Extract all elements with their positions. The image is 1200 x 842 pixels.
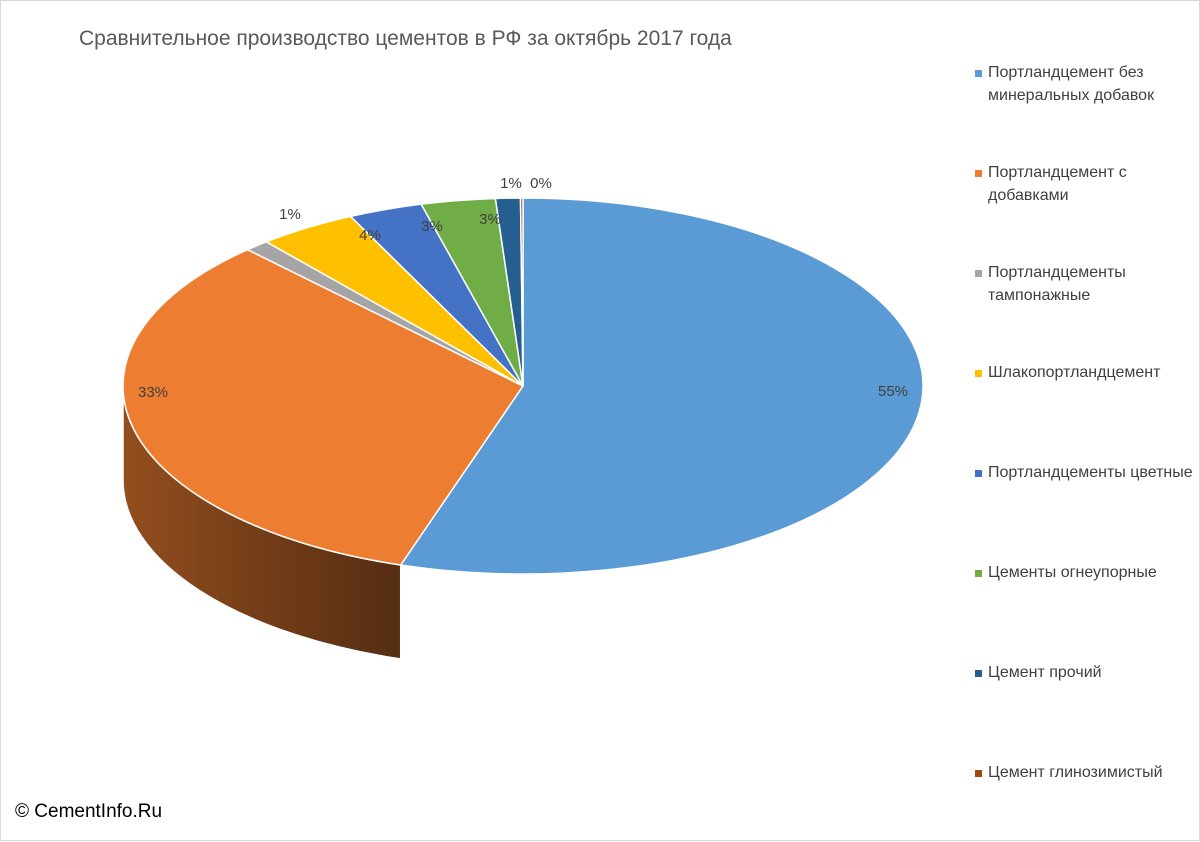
slice-6-data-label: 3%	[479, 211, 501, 228]
legend-item: Цементы огнеупорные	[975, 561, 1195, 584]
slice-1-top	[399, 197, 924, 575]
legend-label: Портландцемент с добавками	[988, 164, 1127, 204]
legend-label: Портландцементы тампонажные	[988, 264, 1126, 304]
legend-item: Портландцемент с добавками	[975, 161, 1195, 207]
slice-7-data-label: 1%	[500, 175, 522, 192]
legend-label: Портландцемент без минеральных добавок	[988, 64, 1155, 104]
legend-label: Цементы огнеупорные	[988, 564, 1157, 581]
legend-label: Шлакопортландцемент	[988, 364, 1161, 381]
chart-title: Сравнительное производство цементов в РФ…	[79, 27, 732, 50]
legend-label: Цемент прочий	[988, 664, 1102, 681]
legend-swatch	[975, 670, 982, 677]
legend-swatch	[975, 470, 982, 477]
slice-1-data-label: 55%	[878, 383, 908, 400]
slice-8-top	[519, 197, 524, 387]
slice-3-data-label: 1%	[279, 206, 301, 223]
pie-tops	[122, 197, 924, 575]
legend-label: Цемент глинозимистый	[988, 764, 1163, 781]
legend-swatch	[975, 370, 982, 377]
legend-swatch	[975, 270, 982, 277]
legend-swatch	[975, 770, 982, 777]
legend-swatch	[975, 70, 982, 77]
slice-2-top	[122, 248, 525, 566]
legend-swatch	[975, 170, 982, 177]
legend-item: Портландцементы цветные	[975, 461, 1195, 484]
slice-8-data-label: 0%	[530, 175, 552, 192]
pie-data-labels: 55% 33% 1% 4% 3% 3% 1% 0%	[138, 175, 908, 401]
legend-item: Цемент глинозимистый	[975, 761, 1195, 784]
legend-swatch	[975, 570, 982, 577]
slice-2-data-label: 33%	[138, 384, 168, 401]
legend-item: Цемент прочий	[975, 661, 1195, 684]
legend-item: Портландцементы тампонажные	[975, 261, 1195, 307]
copyright-text: © CementInfo.Ru	[15, 801, 163, 822]
legend-item: Портландцемент без минеральных добавок	[975, 61, 1195, 107]
slice-5-data-label: 3%	[421, 218, 443, 235]
legend-item: Шлакопортландцемент	[975, 361, 1195, 384]
slice-4-data-label: 4%	[359, 227, 381, 244]
legend-label: Портландцементы цветные	[988, 464, 1193, 481]
